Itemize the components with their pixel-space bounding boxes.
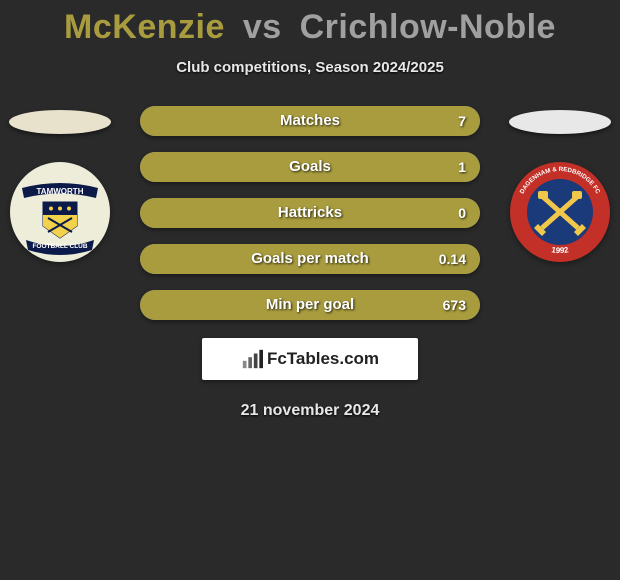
vs-text: vs — [243, 8, 282, 46]
right-ellipse — [509, 110, 611, 134]
bars-icon — [241, 348, 263, 370]
dagenham-badge-icon: DAGENHAM & REDBRIDGE FC 1992 — [510, 162, 610, 262]
stat-label: Hattricks — [140, 198, 480, 228]
left-column: TAMWORTH FOOTBALL CLUB — [0, 106, 120, 262]
right-column: DAGENHAM & REDBRIDGE FC 1992 — [500, 106, 620, 262]
left-ellipse — [9, 110, 111, 134]
left-club-badge: TAMWORTH FOOTBALL CLUB — [10, 162, 110, 262]
stat-label: Goals per match — [140, 244, 480, 274]
svg-text:1992: 1992 — [551, 245, 570, 255]
date-text: 21 november 2024 — [0, 402, 620, 420]
player1-name: McKenzie — [64, 8, 225, 46]
stat-row: Hattricks0 — [140, 198, 480, 228]
attribution-box: FcTables.com — [202, 338, 418, 380]
subtitle: Club competitions, Season 2024/2025 — [0, 59, 620, 76]
stat-right-value: 7 — [458, 106, 466, 136]
stat-row: Matches7 — [140, 106, 480, 136]
stat-right-value: 0.14 — [439, 244, 466, 274]
tamworth-badge-icon: TAMWORTH FOOTBALL CLUB — [10, 162, 110, 262]
player2-name: Crichlow-Noble — [300, 8, 556, 46]
right-club-badge: DAGENHAM & REDBRIDGE FC 1992 — [510, 162, 610, 262]
stats-bars: Matches7Goals1Hattricks0Goals per match0… — [140, 106, 480, 320]
stat-right-value: 0 — [458, 198, 466, 228]
stat-label: Matches — [140, 106, 480, 136]
stat-right-value: 1 — [458, 152, 466, 182]
content-area: TAMWORTH FOOTBALL CLUB — [0, 106, 620, 420]
attribution-text: FcTables.com — [267, 349, 379, 369]
stat-row: Goals per match0.14 — [140, 244, 480, 274]
stat-label: Min per goal — [140, 290, 480, 320]
stat-label: Goals — [140, 152, 480, 182]
stat-row: Goals1 — [140, 152, 480, 182]
svg-text:FOOTBALL CLUB: FOOTBALL CLUB — [32, 243, 87, 250]
stat-row: Min per goal673 — [140, 290, 480, 320]
stat-right-value: 673 — [443, 290, 466, 320]
comparison-title: McKenzie vs Crichlow-Noble — [0, 0, 620, 47]
svg-text:TAMWORTH: TAMWORTH — [37, 187, 84, 196]
